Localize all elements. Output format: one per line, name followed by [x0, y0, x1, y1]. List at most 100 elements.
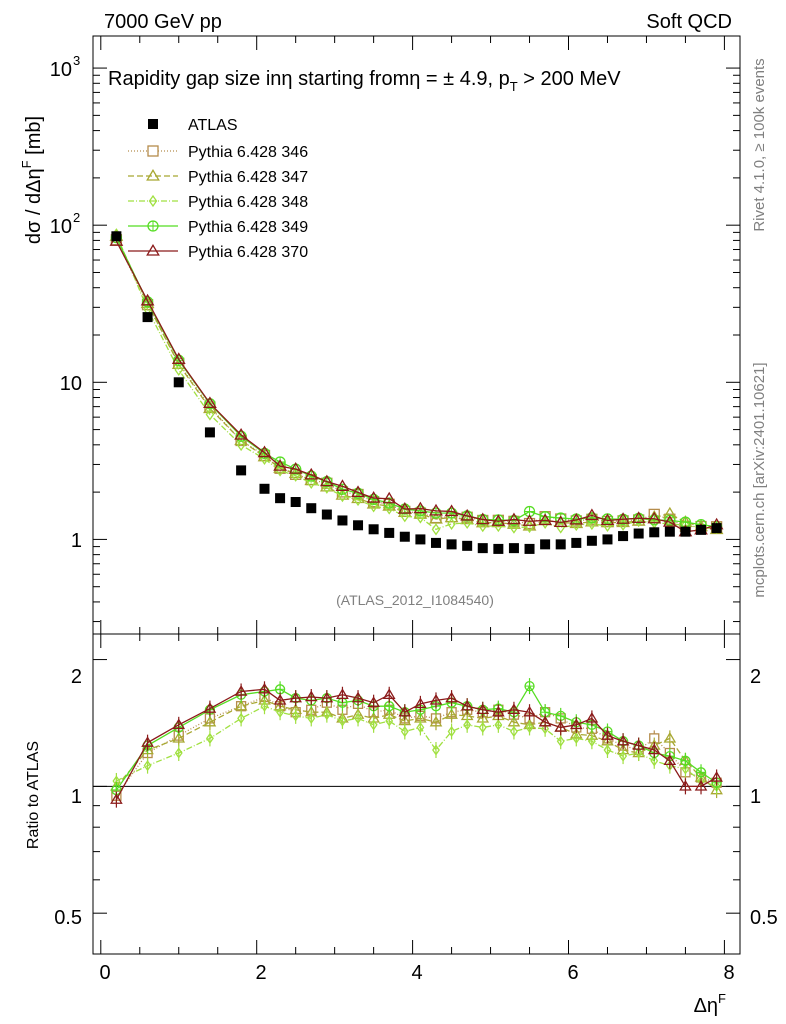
- data-point-28: [618, 531, 629, 542]
- ratio-4-point-15: [414, 697, 427, 709]
- series-2-point-29: [634, 514, 643, 528]
- data-point-24: [555, 539, 566, 550]
- series-4-point-8: [304, 467, 319, 480]
- ratio-4-point-30: [647, 743, 661, 755]
- ratio-2-point-11: [354, 712, 362, 725]
- data-point-9: [321, 509, 332, 520]
- series-2-point-2: [174, 363, 184, 376]
- series-4-point-28: [616, 512, 630, 524]
- data-point-8: [306, 503, 317, 514]
- ratio-2-point-5: [260, 700, 269, 712]
- ratio-2-point-9: [322, 709, 331, 721]
- legend-marker-data: [148, 119, 158, 129]
- ratio-2-point-21: [509, 725, 518, 738]
- ratio-4-point-21: [507, 703, 521, 715]
- main-plot-area: [109, 228, 724, 554]
- ratio-2-point-30: [650, 755, 659, 767]
- ratio-2-point-32: [681, 763, 690, 775]
- series-4-point-14: [397, 502, 412, 514]
- data-point-29: [633, 528, 644, 539]
- ratio-2-point-12: [369, 719, 378, 731]
- ratio-2-point-15: [416, 721, 425, 734]
- ratio-2-point-20: [494, 719, 503, 731]
- data-point-21: [508, 543, 519, 554]
- series-4-point-16: [429, 503, 443, 516]
- series-4-point-5: [257, 445, 272, 458]
- x-tick-label-4: 4: [411, 962, 422, 984]
- series-line-4: [115, 240, 717, 533]
- ratio-4-point-33: [694, 779, 708, 791]
- y-tick-label-1000-exp: 3: [73, 53, 80, 68]
- ratio-plot-area: [93, 678, 740, 808]
- series-4-point-6: [273, 459, 287, 471]
- ratio-2-point-25: [572, 732, 581, 745]
- series-4-point-19: [475, 512, 490, 525]
- series-4-point-10: [335, 479, 350, 491]
- ratio-2-point-26: [587, 735, 596, 747]
- data-point-11: [353, 520, 364, 531]
- series-4-point-9: [319, 474, 334, 487]
- series-4-point-2: [171, 352, 186, 364]
- series-2-point-12: [369, 500, 378, 513]
- data-point-34: [711, 523, 722, 534]
- ratio-4-point-28: [616, 734, 630, 746]
- ratio-4-point-22: [523, 705, 536, 717]
- ratio-4-point-13: [382, 688, 396, 700]
- data-point-20: [493, 543, 504, 554]
- ratio-4-point-27: [601, 729, 614, 740]
- legend-label-series-2: Pythia 6.428 348: [188, 194, 308, 211]
- series-4-point-12: [366, 491, 381, 503]
- series-4-point-11: [351, 485, 365, 498]
- ratio-tick-0.5: 0.5: [54, 907, 82, 929]
- series-4-point-4: [234, 427, 248, 440]
- ratio-4-point-16: [429, 693, 443, 705]
- ratio-2-point-14: [400, 725, 409, 738]
- ratio-4-point-10: [336, 688, 349, 700]
- ratio-1-point-16: [429, 715, 443, 727]
- data-point-12: [368, 524, 379, 535]
- ratio-2-point-10: [338, 715, 347, 727]
- ratio-4-point-6: [273, 693, 287, 705]
- analysis-id: (ATLAS_2012_I1084540): [336, 592, 494, 608]
- ratio-4-point-1: [141, 736, 154, 747]
- ratio-2-point-24: [556, 735, 565, 747]
- ratio-4-point-8: [304, 690, 318, 702]
- data-point-25: [571, 537, 582, 548]
- ratio-4-point-20: [492, 705, 505, 717]
- series-1-point-6: [273, 461, 287, 473]
- legend-label-data: ATLAS: [188, 117, 238, 134]
- series-line-2: [115, 234, 717, 531]
- ratio-2-point-23: [541, 723, 550, 735]
- ratio-4-point-3: [203, 702, 217, 713]
- series-4-point-1: [140, 293, 155, 306]
- series-1-point-14: [397, 505, 412, 517]
- series-4-point-30: [647, 511, 662, 524]
- data-point-7: [290, 497, 301, 508]
- x-tick-label-6: 6: [567, 962, 578, 984]
- ratio-4-point-9: [320, 691, 334, 703]
- y-axis-title: dσ / dΔηF [mb]: [19, 116, 45, 244]
- data-point-23: [540, 539, 551, 550]
- series-2-point-3: [205, 408, 215, 421]
- data-point-15: [415, 534, 426, 545]
- ratio-4-point-25: [569, 718, 583, 730]
- ratio-4-point-14: [398, 705, 412, 717]
- ratio-1-point-2: [172, 731, 186, 743]
- mcplots-label: mcplots.cern.ch [arXiv:2401.10621]: [751, 362, 768, 597]
- series-4-point-26: [585, 508, 599, 521]
- data-point-17: [446, 539, 457, 550]
- legend-label-series-3: Pythia 6.428 349: [188, 219, 308, 236]
- series-4-point-13: [382, 491, 397, 504]
- ratio-4-point-23: [538, 715, 552, 727]
- ratio-4-point-18: [460, 699, 474, 711]
- ratio-2-point-17: [447, 725, 456, 738]
- ratio-4-point-24: [554, 720, 568, 732]
- ratio-4-point-7: [289, 691, 302, 703]
- ratio-4-point-0: [110, 793, 123, 804]
- y-tick-label-100-exp: 2: [73, 210, 80, 225]
- data-point-10: [337, 515, 348, 526]
- data-point-0: [111, 231, 122, 242]
- rivet-label: Rivet 4.1.0, ≥ 100k events: [751, 58, 768, 231]
- legend-marker-0: [147, 145, 159, 157]
